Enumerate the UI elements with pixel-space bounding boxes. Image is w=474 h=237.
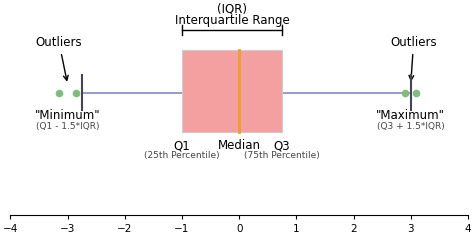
Text: Q3: Q3	[274, 139, 291, 152]
Text: (25th Percentile): (25th Percentile)	[144, 151, 220, 160]
Text: "Minimum": "Minimum"	[35, 109, 100, 122]
Text: "Maximum": "Maximum"	[376, 109, 445, 122]
Text: (75th Percentile): (75th Percentile)	[244, 151, 320, 160]
Text: Outliers: Outliers	[390, 36, 437, 80]
Text: Median: Median	[218, 139, 261, 152]
Text: (Q1 - 1.5*IQR): (Q1 - 1.5*IQR)	[36, 122, 100, 131]
Text: Interquartile Range: Interquartile Range	[174, 14, 290, 27]
Bar	[182, 50, 282, 132]
Text: Q1: Q1	[173, 139, 191, 152]
Text: (IQR): (IQR)	[217, 2, 247, 15]
Text: (Q3 + 1.5*IQR): (Q3 + 1.5*IQR)	[377, 122, 445, 131]
Text: Outliers: Outliers	[36, 36, 82, 80]
